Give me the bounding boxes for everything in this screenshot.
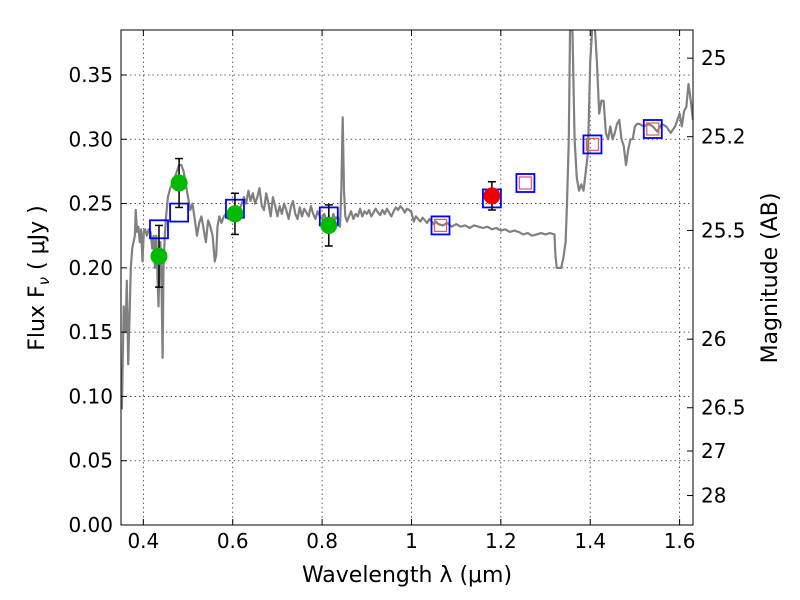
x-tick-label: 1.4 [574, 529, 606, 553]
y-tick-label: 0.25 [68, 192, 113, 216]
observed-point [483, 187, 501, 205]
mag-tick-label: 25.5 [701, 218, 746, 242]
axes: 0.4 0.6 0.8 1 1.2 1.4 1.6 0.00 0.05 0.10 0.15 0.20 0… [68, 30, 746, 553]
x-tick-label: 0.6 [217, 529, 249, 553]
grid [121, 30, 693, 526]
marker-layer [149, 119, 663, 288]
mag-tick-label: 27 [701, 439, 726, 463]
limit-square [518, 176, 533, 190]
y-tick-label: 0.35 [68, 63, 113, 87]
model-square [582, 134, 603, 155]
y-tick-label: 0.20 [68, 256, 113, 280]
y-tick-label: 0.15 [68, 320, 113, 344]
y-tick-label: 0.05 [68, 449, 113, 473]
mag-tick-label: 28 [701, 484, 726, 508]
limit-square [433, 218, 448, 233]
data-layer [121, 30, 693, 410]
y-tick-label: 0.10 [68, 384, 113, 408]
model-square [642, 119, 663, 139]
mag-tick-label: 26 [701, 327, 726, 351]
limit-square [585, 137, 600, 152]
y-tick-label: 0.00 [68, 513, 113, 537]
mag-tick-label: 26.5 [701, 396, 746, 420]
plot-frame [120, 29, 694, 526]
spectrum-line [121, 30, 693, 410]
x-tick-label: 1.2 [485, 529, 517, 553]
observed-point [170, 174, 188, 192]
y-axis-label-group: Flux Fν ( μJy ) [25, 205, 53, 350]
right-axis-label: Magnitude (AB) [758, 193, 783, 364]
x-tick-label: 0.8 [306, 529, 338, 553]
observed-point [320, 216, 338, 234]
x-tick-label: 1.6 [664, 529, 696, 553]
y-tick-label: 0.30 [68, 127, 113, 151]
limit-square [646, 122, 660, 136]
observed-point [226, 205, 244, 223]
y-axis-label: Flux Fν ( μJy ) [25, 205, 53, 350]
mag-tick-label: 25 [701, 46, 726, 70]
mag-tick-label: 25.2 [701, 125, 746, 149]
x-axis-label: Wavelength λ (μm) [302, 563, 512, 588]
observed-point [150, 247, 168, 265]
model-square [515, 173, 536, 193]
x-tick-label: 1 [405, 529, 418, 553]
x-tick-label: 0.4 [127, 529, 159, 553]
model-square [430, 215, 451, 236]
